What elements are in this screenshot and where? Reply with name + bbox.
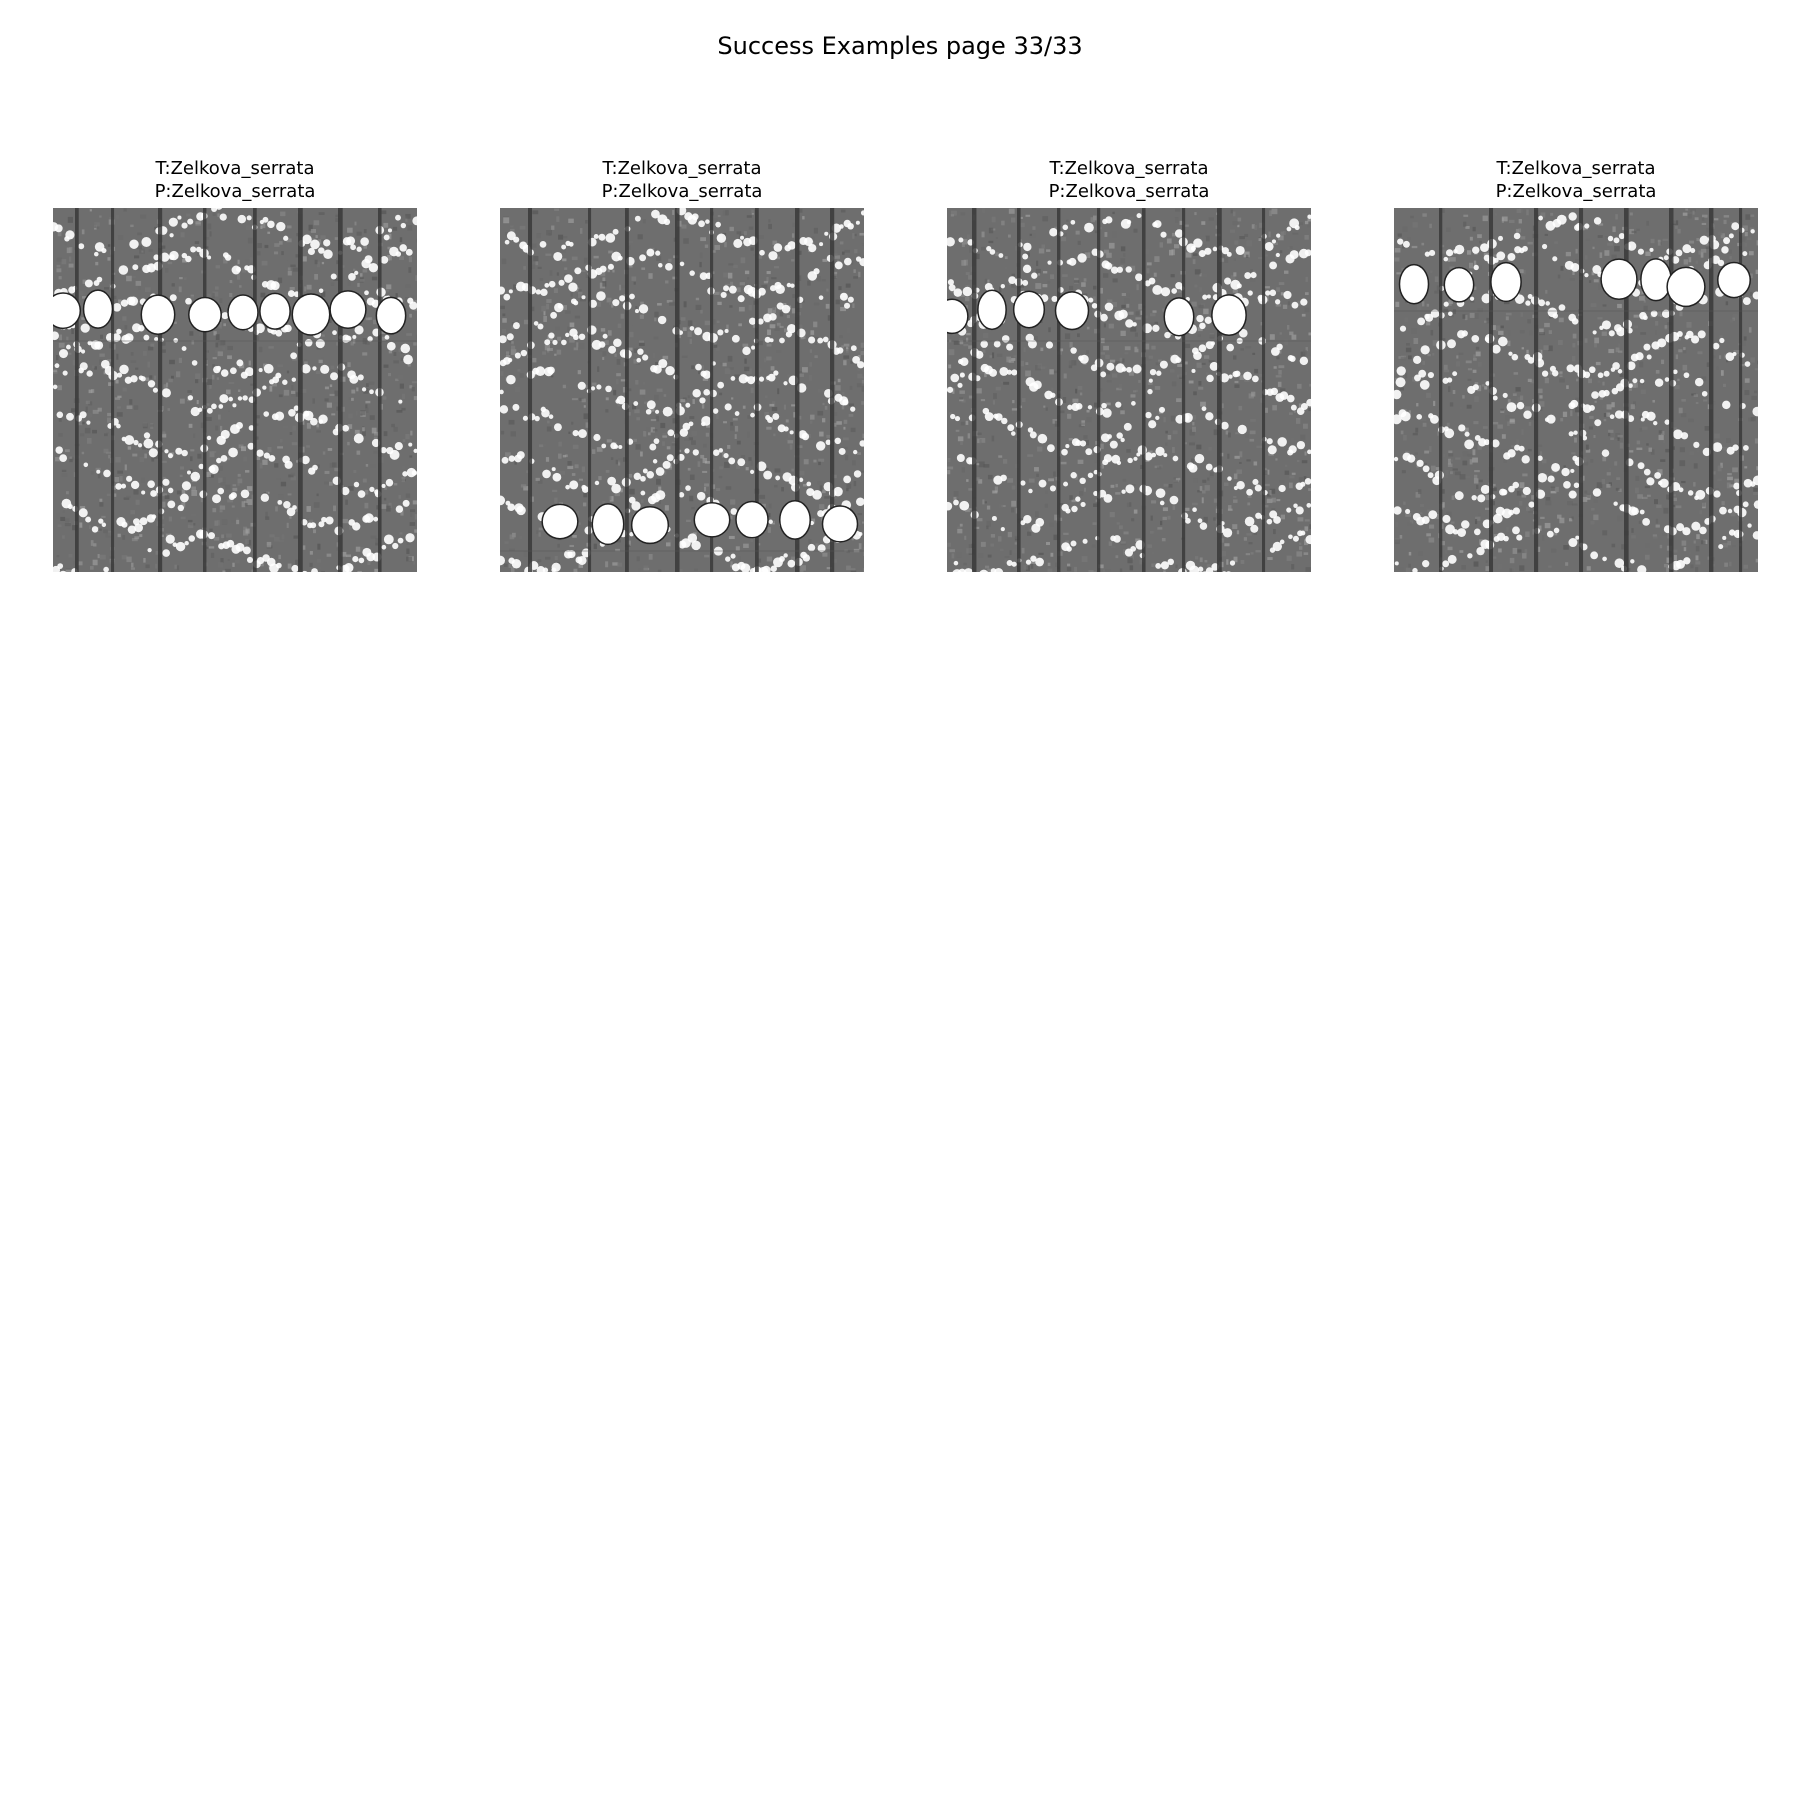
wood-micrograph-image [947,208,1311,572]
example-panel-4: T:Zelkova_serrata P:Zelkova_serrata [1394,157,1758,572]
true-label: T:Zelkova_serrata [155,158,315,179]
predicted-label: P:Zelkova_serrata [1048,181,1210,202]
true-label: T:Zelkova_serrata [1496,158,1656,179]
panel-caption: T:Zelkova_serrata P:Zelkova_serrata [947,157,1311,204]
true-label: T:Zelkova_serrata [602,158,762,179]
wood-micrograph-image [53,208,417,572]
wood-micrograph-image [500,208,864,572]
panel-caption: T:Zelkova_serrata P:Zelkova_serrata [1394,157,1758,204]
wood-micrograph-image [1394,208,1758,572]
predicted-label: P:Zelkova_serrata [1495,181,1657,202]
true-label: T:Zelkova_serrata [1049,158,1209,179]
page-title: Success Examples page 33/33 [717,32,1083,60]
predicted-label: P:Zelkova_serrata [154,181,316,202]
example-panel-3: T:Zelkova_serrata P:Zelkova_serrata [947,157,1311,572]
predicted-label: P:Zelkova_serrata [601,181,763,202]
example-panel-1: T:Zelkova_serrata P:Zelkova_serrata [53,157,417,572]
panel-caption: T:Zelkova_serrata P:Zelkova_serrata [500,157,864,204]
example-panel-2: T:Zelkova_serrata P:Zelkova_serrata [500,157,864,572]
panel-caption: T:Zelkova_serrata P:Zelkova_serrata [53,157,417,204]
